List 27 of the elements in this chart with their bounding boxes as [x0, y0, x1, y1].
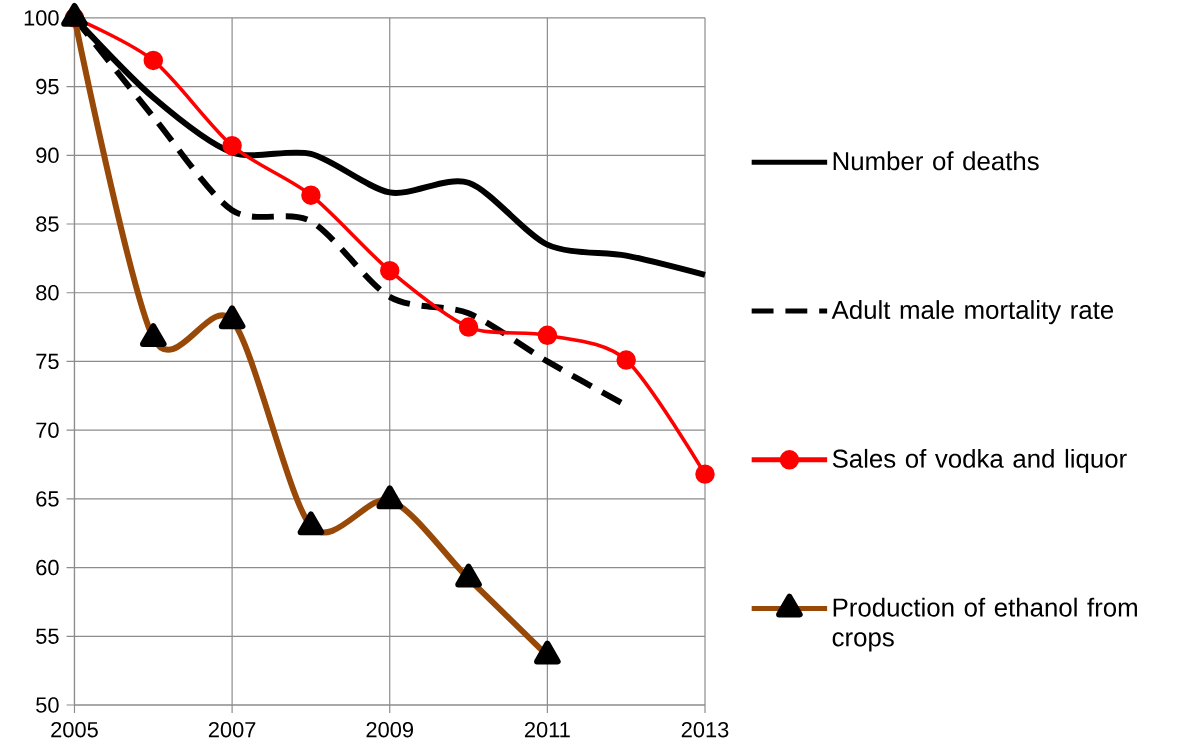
y-tick-label: 55	[36, 628, 59, 645]
legend-label: Sales of vodka and liquor	[832, 449, 1127, 474]
y-tick-label: 85	[36, 216, 59, 232]
point	[301, 185, 321, 206]
point	[143, 50, 164, 71]
y-tick-label: 60	[36, 560, 59, 576]
point	[616, 350, 636, 370]
y-tick-label: 100	[24, 10, 59, 26]
x-tick-label: 2007	[208, 722, 256, 738]
point	[458, 317, 479, 337]
y-tick-label: 70	[36, 422, 59, 439]
y-tick-label: 95	[36, 79, 59, 95]
y-tick-label: 75	[36, 354, 59, 370]
point	[537, 325, 558, 346]
y-tick-label: 80	[36, 285, 59, 301]
legend-label: Production of ethanol from crops	[832, 597, 1137, 652]
x-tick-label: 2011	[524, 722, 570, 738]
point	[222, 136, 242, 156]
x-tick-label: 2005	[51, 722, 98, 738]
y-tick-label: 65	[36, 491, 59, 507]
legend-label: Number of deaths	[833, 151, 1039, 171]
x-tick-label: 2013	[681, 722, 729, 738]
y-tick-label: 90	[36, 147, 59, 164]
y-tick-label: 50	[36, 697, 59, 713]
legend-label: Adult male mortality rate	[831, 300, 1114, 325]
x-tick-label: 2009	[366, 722, 413, 738]
point	[380, 261, 400, 281]
